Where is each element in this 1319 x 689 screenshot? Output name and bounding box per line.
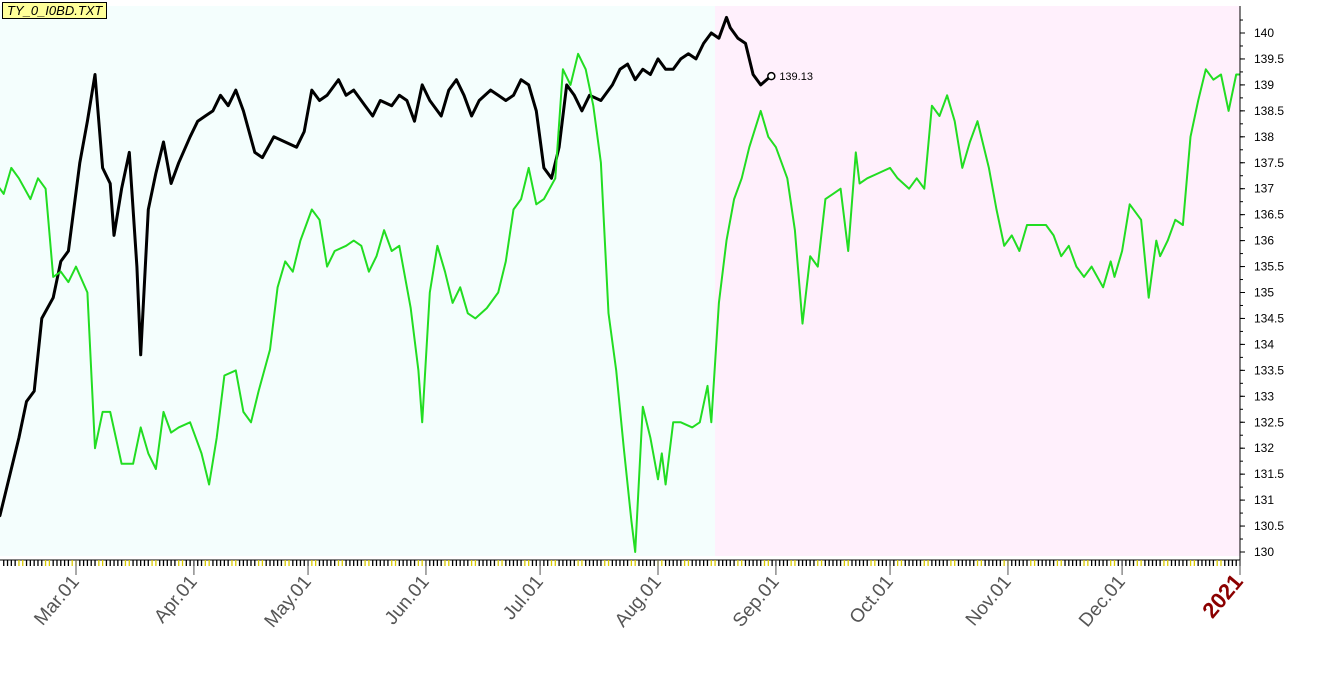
x-tick-label: Mar.01: [30, 572, 83, 630]
series-layer: [0, 15, 1240, 553]
annotations: 139.13: [767, 71, 813, 83]
x-tick-label: Nov.01: [962, 572, 1016, 631]
y-tick-label: 130: [1254, 545, 1274, 559]
x-tick-label: Jul.01: [499, 572, 548, 624]
y-tick-label: 137: [1254, 182, 1274, 196]
y-tick-label: 140: [1254, 26, 1274, 40]
y-tick-label: 133: [1254, 389, 1274, 403]
y-tick-label: 133.5: [1254, 363, 1284, 377]
last-value-marker: [767, 71, 776, 81]
x-tick-label: Apr.01: [150, 572, 201, 628]
y-tick-label: 134.5: [1254, 311, 1284, 325]
y-axis: 130 130.5 131 131.5 132 132.5 133 133.5 134 134.5…: [1239, 6, 1284, 560]
y-tick-label: 136.5: [1254, 208, 1284, 222]
y-tick-label: 130.5: [1254, 519, 1284, 533]
y-tick-label: 134: [1254, 337, 1274, 351]
y-tick-label: 135: [1254, 286, 1274, 300]
y-tick-label: 132: [1254, 441, 1274, 455]
x-axis: Mar.01 Apr.01 May.01 Jun.01 Jul.01 Aug.01 Sep.…: [0, 559, 1248, 632]
x-tick-label: Sep.01: [729, 572, 784, 632]
y-tick-label: 139.5: [1254, 52, 1284, 66]
y-tick-label: 136: [1254, 234, 1274, 248]
x-tick-label: Dec.01: [1075, 572, 1130, 632]
x-tick-label: May.01: [261, 572, 316, 632]
y-tick-label: 137.5: [1254, 156, 1284, 170]
y-tick-label: 138.5: [1254, 104, 1284, 118]
x-tick-label: Aug.01: [611, 572, 666, 632]
y-tick-label: 139: [1254, 78, 1274, 92]
last-value-label: 139.13: [779, 71, 813, 83]
y-tick-label: 131: [1254, 493, 1274, 507]
y-tick-label: 132.5: [1254, 415, 1284, 429]
x-tick-label: Jun.01: [381, 572, 434, 629]
series-line-0: [0, 15, 770, 518]
y-tick-label: 135.5: [1254, 260, 1284, 274]
chart-title: TY_0_I0BD.TXT: [2, 2, 108, 19]
y-tick-label: 131.5: [1254, 467, 1284, 481]
series-line-1: [0, 52, 1240, 553]
x-tick-label: Oct.01: [846, 572, 898, 628]
y-tick-label: 138: [1254, 130, 1274, 144]
shading-band-1: [715, 6, 1240, 556]
x-tick-label: 2021: [1197, 569, 1248, 623]
background-shading: [0, 6, 1240, 556]
